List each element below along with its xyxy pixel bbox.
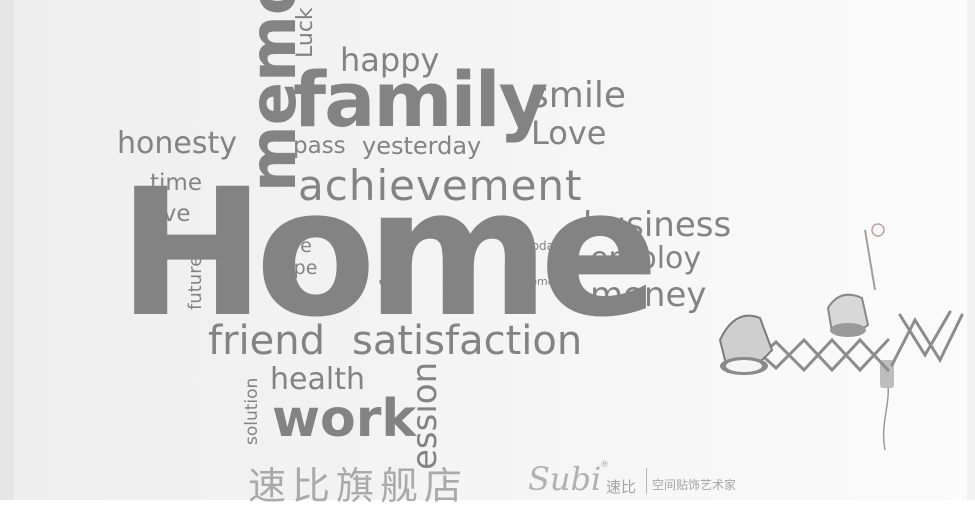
- word-future: future: [185, 255, 206, 310]
- word-hope: hope: [270, 257, 318, 279]
- word-time: time: [150, 170, 202, 196]
- word-happy: happy: [340, 41, 440, 79]
- word-dream: dream: [441, 253, 460, 305]
- word-family: family: [293, 55, 548, 144]
- word-today: today: [527, 239, 562, 253]
- word-money: money: [590, 275, 707, 315]
- watermark-bar: [0, 440, 975, 500]
- word-honesty: honesty: [117, 126, 237, 161]
- word-safe: safe: [376, 267, 400, 310]
- word-business: business: [583, 205, 732, 245]
- word-solution: solution: [242, 377, 262, 445]
- word-yesterday: yesterday: [362, 132, 482, 160]
- word-satisfaction: satisfaction: [352, 318, 583, 364]
- scissor-wall-lamp: [718, 223, 964, 450]
- watermark-registered-mark: ®: [600, 460, 609, 470]
- watermark-brand-cn: 速比: [606, 478, 637, 496]
- word-home: Home: [118, 151, 659, 356]
- wall-edge-left: [0, 0, 14, 500]
- word-tomorrow: tomorrow: [526, 275, 579, 288]
- word-live: live: [150, 201, 191, 227]
- word-achievement: achievement: [298, 161, 583, 210]
- word-health: health: [270, 362, 365, 397]
- word-employ: employ: [590, 241, 702, 276]
- watermark-shop-name: 速比旗舰店: [248, 464, 469, 508]
- word-smile: smile: [530, 75, 626, 116]
- watermark-tagline: 空间贴饰艺术家: [652, 478, 737, 492]
- watermark-brand: Subi: [528, 460, 602, 498]
- word-love: Love: [531, 114, 607, 152]
- word-work: work: [272, 389, 416, 449]
- word-pass: pass: [293, 133, 346, 159]
- word-friend: friend: [208, 318, 325, 364]
- word-luck: Luck: [293, 7, 318, 58]
- word-love-small: love: [272, 235, 312, 257]
- wall-edge-right: [967, 0, 975, 500]
- watermark-divider: [646, 468, 647, 494]
